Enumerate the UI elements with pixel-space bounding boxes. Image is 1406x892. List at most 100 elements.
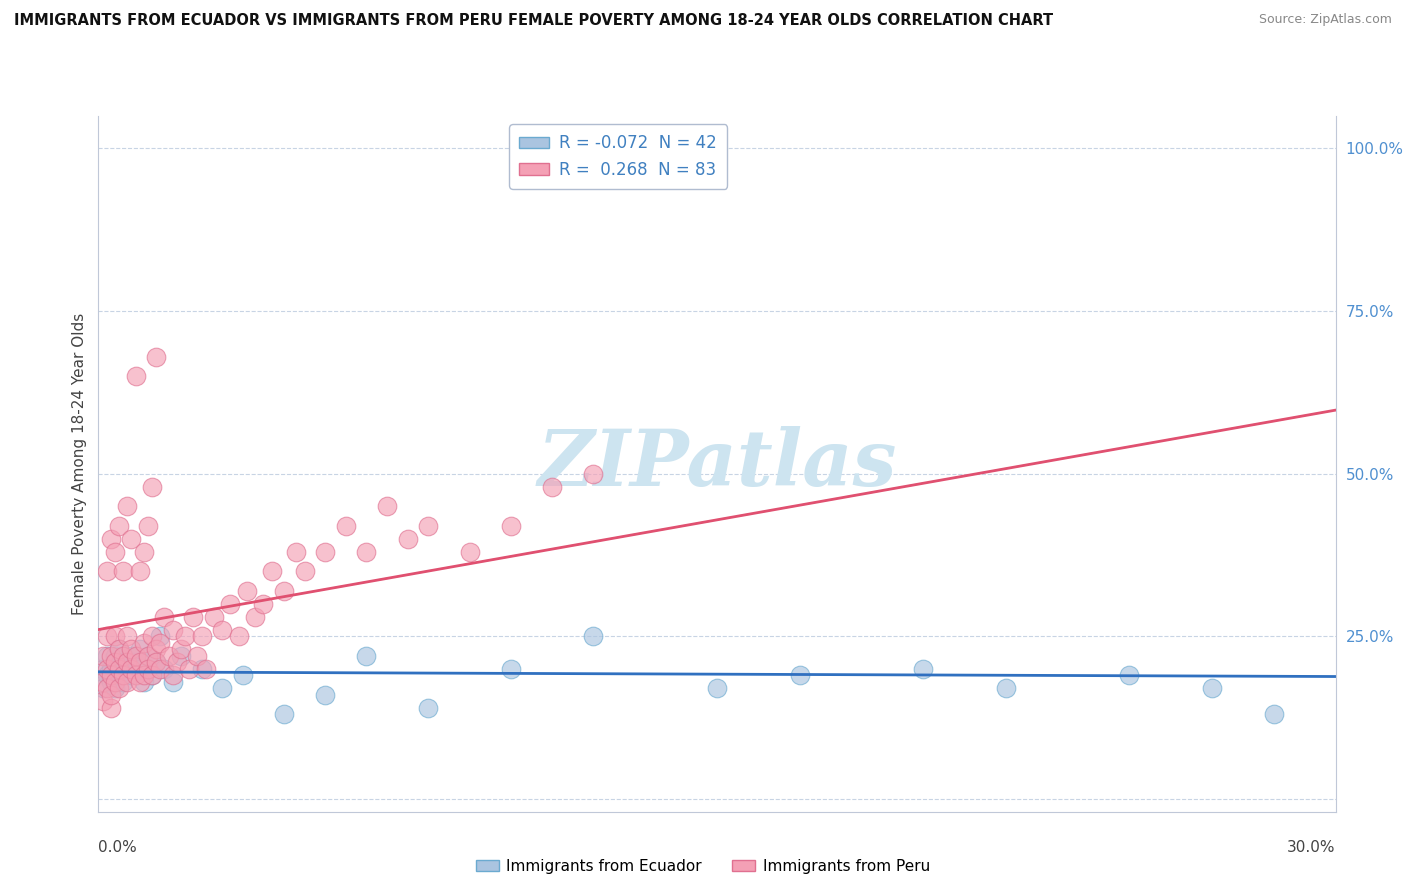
Point [582,467,605,481]
Point [252,597,274,611]
Point [124,369,146,384]
Point [179,662,201,676]
Point [120,642,142,657]
Point [128,674,150,689]
Point [117,629,139,643]
Point [108,662,131,676]
Point [100,662,122,676]
Point [181,609,204,624]
Point [153,609,176,624]
Point [91,681,114,695]
Point [132,668,155,682]
Point [356,648,378,663]
Point [194,662,217,676]
Point [100,700,122,714]
Point [108,642,131,657]
Point [91,674,114,689]
Point [375,499,398,513]
Point [170,642,193,657]
Point [132,635,155,649]
Point [91,694,114,708]
Text: ZIPatlas: ZIPatlas [537,425,897,502]
Point [96,648,118,663]
Point [100,648,122,663]
Point [541,480,564,494]
Point [100,532,122,546]
Point [582,629,605,643]
Point [190,629,212,643]
Point [96,662,118,676]
Point [335,518,357,533]
Point [789,668,811,682]
Point [356,544,378,558]
Point [418,700,440,714]
Point [314,544,336,558]
Point [994,681,1017,695]
Text: 30.0%: 30.0% [1288,839,1336,855]
Point [260,564,283,578]
Point [243,609,266,624]
Point [117,662,139,676]
Point [128,564,150,578]
Point [108,518,131,533]
Point [141,480,163,494]
Point [145,642,167,657]
Point [108,681,131,695]
Point [458,544,481,558]
Point [120,532,142,546]
Point [174,629,197,643]
Point [136,518,159,533]
Point [124,668,146,682]
Point [219,597,242,611]
Point [162,674,184,689]
Point [273,583,295,598]
Point [145,655,167,669]
Point [499,662,522,676]
Point [145,655,167,669]
Point [202,609,225,624]
Point [149,635,172,649]
Point [136,648,159,663]
Point [157,648,180,663]
Point [100,668,122,682]
Point [124,655,146,669]
Point [499,518,522,533]
Point [108,668,131,682]
Point [128,662,150,676]
Point [112,668,135,682]
Point [132,674,155,689]
Point [100,688,122,702]
Point [128,655,150,669]
Point [108,642,131,657]
Point [228,629,250,643]
Point [162,668,184,682]
Point [96,564,118,578]
Point [706,681,728,695]
Point [141,668,163,682]
Point [1118,668,1140,682]
Point [117,655,139,669]
Point [211,681,233,695]
Point [91,648,114,663]
Point [100,674,122,689]
Point [1201,681,1223,695]
Point [418,518,440,533]
Y-axis label: Female Poverty Among 18-24 Year Olds: Female Poverty Among 18-24 Year Olds [72,313,87,615]
Point [396,532,419,546]
Point [112,674,135,689]
Legend: R = -0.072  N = 42, R =  0.268  N = 83: R = -0.072 N = 42, R = 0.268 N = 83 [509,124,727,188]
Point [120,648,142,663]
Point [141,668,163,682]
Point [314,688,336,702]
Point [141,629,163,643]
Point [149,662,172,676]
Point [236,583,259,598]
Point [117,499,139,513]
Point [91,662,114,676]
Point [136,662,159,676]
Point [96,681,118,695]
Point [294,564,316,578]
Point [112,648,135,663]
Text: Source: ZipAtlas.com: Source: ZipAtlas.com [1258,13,1392,27]
Point [166,655,188,669]
